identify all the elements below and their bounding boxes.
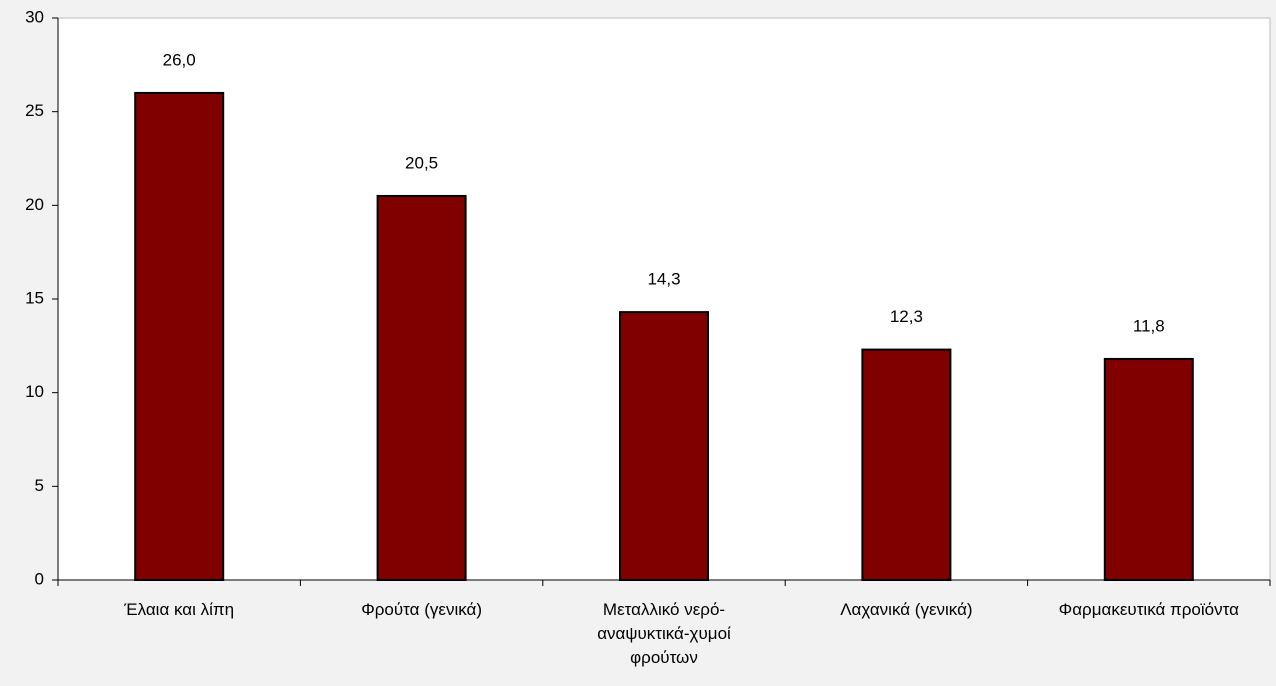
y-tick-label: 10: [25, 382, 44, 401]
value-label: 20,5: [405, 153, 438, 172]
y-tick-label: 0: [35, 569, 44, 588]
value-label: 11,8: [1133, 316, 1165, 335]
y-tick-label: 20: [25, 195, 44, 214]
y-tick-label: 30: [25, 7, 44, 26]
value-label: 14,3: [647, 270, 680, 289]
y-tick-label: 15: [25, 288, 44, 307]
value-label: 12,3: [890, 307, 923, 326]
bar: [861, 348, 952, 581]
bar: [376, 194, 467, 581]
x-tick-label: Μεταλλικό νερό-αναψυκτικά-χυμοί φρούτων: [597, 600, 731, 667]
bar: [1103, 357, 1194, 581]
y-tick-label: 25: [25, 101, 44, 120]
x-tick-label: Φρούτα (γενικά): [361, 600, 482, 619]
x-tick-label: Φαρμακευτικά προϊόντα: [1058, 600, 1239, 619]
x-tick-label: Έλαια και λίπη: [124, 600, 235, 619]
x-tick-label: Λαχανικά (γενικά): [840, 600, 973, 619]
value-label: 26,0: [163, 50, 196, 69]
bar: [134, 91, 225, 582]
bar: [619, 311, 709, 581]
y-tick-label: 5: [35, 476, 44, 495]
